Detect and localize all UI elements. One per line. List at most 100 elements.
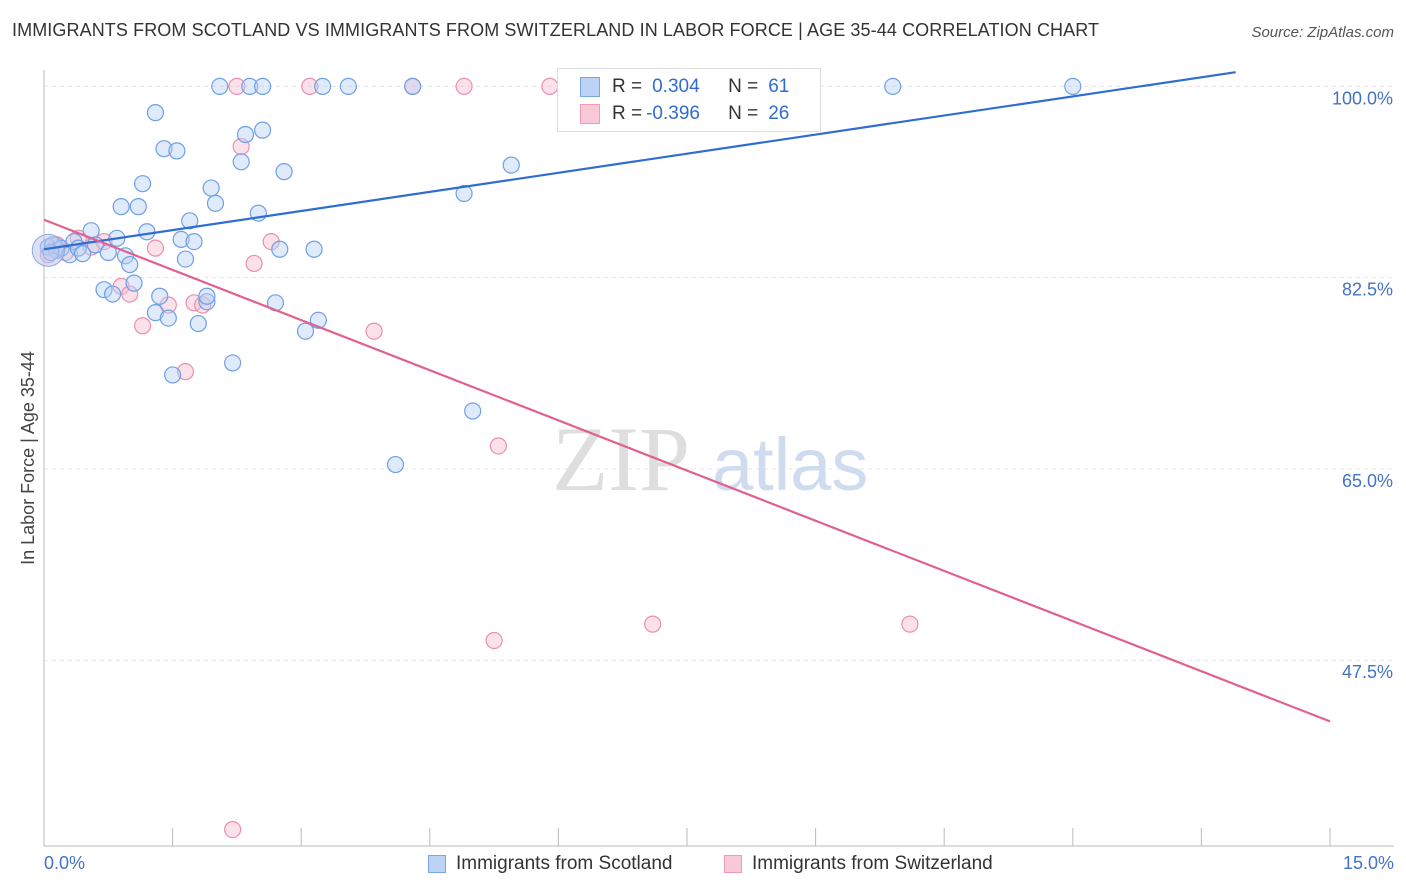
scotland-point-30 — [181, 212, 199, 230]
scotland-point-47 — [275, 163, 293, 181]
scotland-point-41 — [241, 77, 259, 95]
scotland-point-22 — [151, 287, 169, 305]
trend-line-switzerland — [43, 218, 1331, 723]
trend-line-scotland — [43, 71, 1236, 251]
scotland-point-10 — [95, 281, 113, 299]
stats-n-value-scotland: 61 — [768, 76, 790, 97]
scotland-point-31 — [185, 232, 203, 251]
y-tick-label-0: 47.5% — [1342, 662, 1393, 682]
y-tick-label-3: 100.0% — [1332, 88, 1393, 108]
switzerland-point-19 — [301, 77, 319, 95]
switzerland-point-23 — [489, 437, 507, 455]
stats-r-value-switzerland: -0.396 — [646, 103, 700, 124]
stats-n-label: N = — [728, 103, 759, 124]
stats-r-label: R = — [612, 76, 643, 97]
scotland-point-34 — [198, 287, 216, 305]
scotland-point-20 — [138, 223, 156, 241]
scotland-point-29 — [176, 250, 195, 268]
scotland-cluster-point — [31, 233, 65, 267]
scotland-point-19 — [133, 175, 152, 193]
scotland-point-7 — [73, 245, 92, 263]
scotland-point-33 — [198, 293, 216, 311]
legend-item-switzerland[interactable]: Immigrants from Switzerland — [724, 852, 993, 876]
scotland-point-56 — [464, 402, 482, 420]
scotland-point-18 — [129, 198, 147, 216]
scotland-point-23 — [146, 104, 165, 122]
scotland-point-24 — [155, 140, 173, 158]
switzerland-swatch — [580, 104, 600, 124]
scotland-point-28 — [172, 230, 190, 249]
chart-source: Source: ZipAtlas.com — [1251, 24, 1394, 41]
switzerland-point-8 — [133, 317, 152, 335]
scotland-point-25 — [159, 309, 177, 327]
stats-n-label: N = — [728, 76, 759, 97]
scotland-point-40 — [236, 125, 255, 144]
axes — [43, 70, 1394, 847]
scotland-point-27 — [168, 142, 186, 160]
scotland-point-37 — [211, 77, 229, 95]
legend-label-switzerland: Immigrants from Switzerland — [752, 853, 993, 874]
legend-label-scotland: Immigrants from Scotland — [456, 853, 673, 874]
x-tick-label-min: 0.0% — [44, 853, 85, 873]
scotland-point-49 — [305, 240, 323, 258]
y-tick-label-2: 82.5% — [1342, 280, 1393, 300]
scotland-swatch — [580, 77, 600, 97]
watermark: ZIP atlas — [552, 408, 868, 510]
scotland-point-35 — [202, 179, 220, 197]
scotland-point-17 — [125, 274, 143, 292]
switzerland-point-25 — [541, 77, 559, 95]
legend-swatch-scotland — [428, 855, 446, 873]
switzerland-point-9 — [146, 239, 165, 257]
scotland-point-11 — [103, 285, 122, 303]
switzerland-point-15 — [228, 77, 246, 95]
scotland-point-32 — [189, 314, 207, 333]
switzerland-point-20 — [365, 322, 383, 340]
switzerland-point-17 — [245, 254, 263, 273]
stats-legend-box: R = 0.304 N = 61 R = -0.396 N = 26 — [557, 68, 821, 132]
scotland-point-52 — [339, 77, 357, 95]
watermark-atlas: atlas — [712, 423, 868, 506]
stats-row-scotland: R = 0.304 N = 61 — [580, 74, 789, 100]
stats-n-value-switzerland: 26 — [768, 103, 790, 124]
stats-r-label: R = — [612, 103, 643, 124]
scotland-point-51 — [314, 77, 332, 95]
stats-r-value-scotland: 0.304 — [652, 76, 700, 97]
series-scotland-points — [31, 77, 1082, 474]
legend-swatch-switzerland — [724, 855, 742, 873]
switzerland-point-11 — [176, 363, 195, 381]
scotland-point-44 — [254, 77, 272, 95]
scotland-point-43 — [254, 121, 272, 139]
scotland-point-55 — [455, 184, 473, 203]
scotland-point-14 — [112, 198, 130, 216]
switzerland-point-22 — [455, 77, 473, 95]
scotland-point-16 — [121, 255, 139, 274]
trend-lines — [43, 71, 1331, 723]
scotland-point-57 — [502, 156, 520, 174]
switzerland-point-26 — [644, 615, 662, 633]
switzerland-point-27 — [901, 615, 919, 633]
scotland-point-59 — [1064, 77, 1082, 95]
x-tick-label-max: 15.0% — [1343, 853, 1394, 873]
stats-row-switzerland: R = -0.396 N = 26 — [580, 101, 789, 127]
scotland-point-21 — [146, 304, 165, 322]
scotland-point-54 — [404, 77, 422, 95]
switzerland-point-10 — [159, 296, 177, 314]
scotland-point-48 — [296, 322, 315, 340]
grid-lines — [44, 85, 1394, 661]
switzerland-point-14 — [224, 821, 242, 839]
switzerland-point-24 — [485, 631, 503, 650]
scotland-point-26 — [164, 366, 182, 384]
y-tick-labels: 47.5% 65.0% 82.5% 100.0% — [1332, 88, 1393, 682]
scotland-point-46 — [271, 240, 289, 258]
y-axis-label: In Labor Force | Age 35-44 — [18, 351, 38, 565]
scotland-point-58 — [884, 77, 902, 95]
x-tick-marks — [172, 828, 1331, 846]
switzerland-point-7 — [121, 285, 139, 303]
scotland-point-39 — [232, 153, 250, 171]
scotland-point-53 — [386, 455, 405, 474]
watermark-zip: ZIP — [552, 408, 690, 510]
scotland-point-36 — [206, 194, 225, 212]
y-tick-label-1: 65.0% — [1342, 471, 1393, 491]
legend-item-scotland[interactable]: Immigrants from Scotland — [428, 852, 672, 876]
